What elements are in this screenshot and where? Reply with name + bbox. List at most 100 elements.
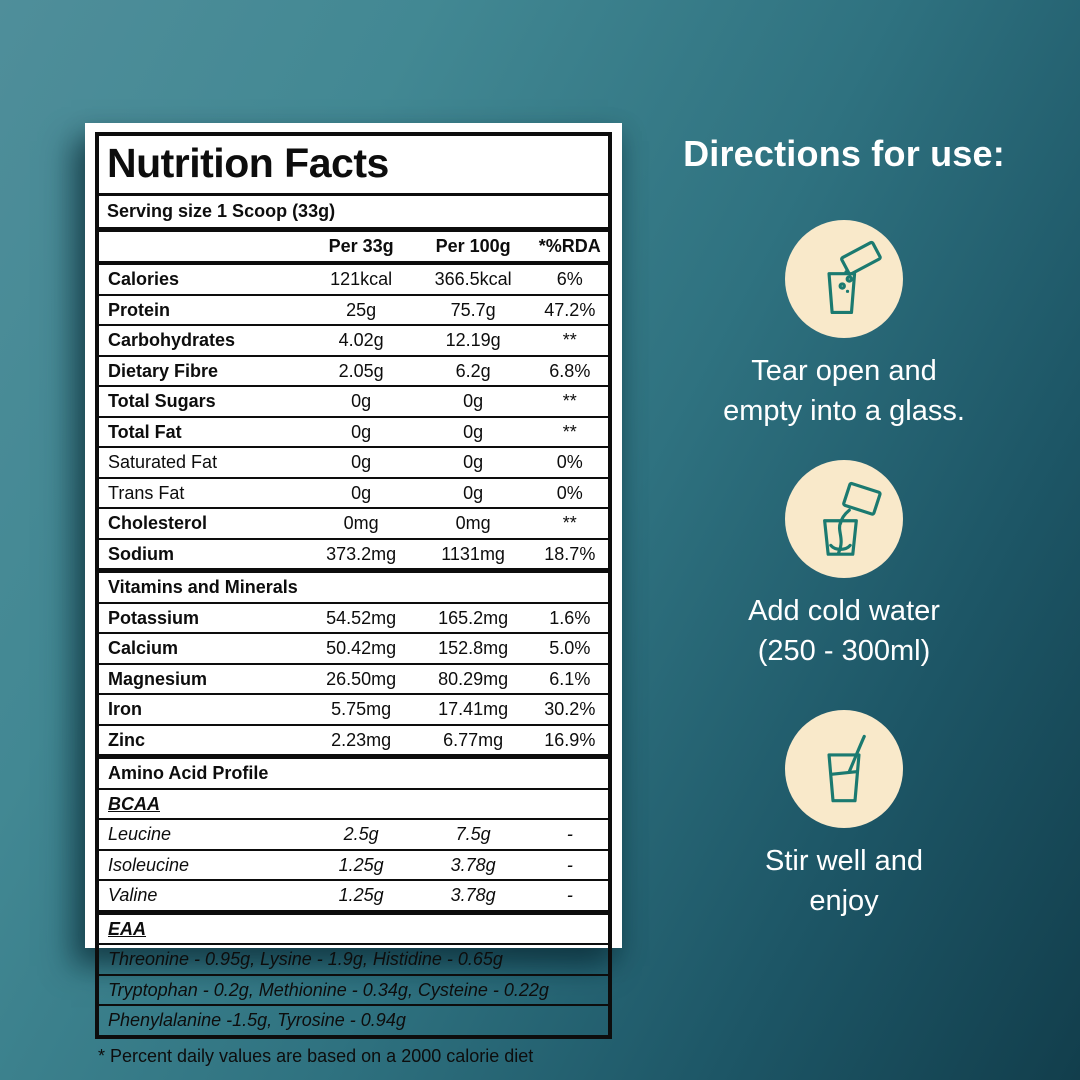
column-header-blank <box>99 232 308 263</box>
value-per-100g: 366.5kcal <box>434 269 512 290</box>
value-per-100g: 12.19g <box>445 330 501 351</box>
value-per-33g: 5.75mg <box>331 699 392 720</box>
value-per-33g: 0g <box>351 391 372 412</box>
column-header-per-33g: Per 33g <box>328 236 394 257</box>
nutrient-row: Calories 121kcal 366.5kcal 6% <box>99 263 608 295</box>
nutrient-name: Carbohydrates <box>108 330 236 351</box>
step-circle <box>785 710 903 828</box>
value-per-33g: 2.23mg <box>331 729 392 750</box>
section-label: Threonine - 0.95g, Lysine - 1.9g, Histid… <box>108 949 503 970</box>
step-caption: Stir well and enjoy <box>664 841 1024 921</box>
value-per-100g: 7.5g <box>455 824 491 845</box>
step-caption-line: Stir well and <box>765 845 923 877</box>
step-caption-line: Add cold water <box>748 595 940 627</box>
section-label: BCAA <box>108 793 160 814</box>
nutrient-name: Total Fat <box>108 421 182 442</box>
value-rda: 5.0% <box>549 638 591 659</box>
nutrient-name: Zinc <box>108 729 146 750</box>
step-caption-line: (250 - 300ml) <box>757 635 931 667</box>
value-per-100g: 80.29mg <box>438 668 509 689</box>
step-caption-line: enjoy <box>809 885 879 917</box>
span-row: Phenylalanine -1.5g, Tyrosine - 0.94g <box>99 1005 608 1035</box>
sachet-pour-icon <box>827 240 882 315</box>
nutrition-table: Per 33g Per 100g *%RDA Calories 121kcal 36… <box>99 232 608 1035</box>
value-per-33g: 4.02g <box>338 330 384 351</box>
value-rda: 47.2% <box>544 299 596 320</box>
subsection-row: BCAA <box>99 789 608 820</box>
nutrient-row: Isoleucine 1.25g 3.78g - <box>99 850 608 881</box>
nutrient-name: Iron <box>108 699 142 720</box>
daily-value-footnote: * Percent daily values are based on a 20… <box>98 1045 534 1066</box>
value-per-33g: 26.50mg <box>326 668 397 689</box>
value-rda: ** <box>562 421 577 442</box>
nutrient-row: Carbohydrates 4.02g 12.19g ** <box>99 325 608 356</box>
value-per-100g: 0g <box>463 452 484 473</box>
column-header-rda: *%RDA <box>538 236 601 257</box>
stir-glass-icon <box>827 734 866 803</box>
nutrient-row: Dietary Fibre 2.05g 6.2g 6.8% <box>99 356 608 387</box>
value-per-100g: 0g <box>463 482 484 503</box>
value-per-33g: 0g <box>351 452 372 473</box>
value-per-33g: 2.05g <box>338 360 384 381</box>
value-per-100g: 75.7g <box>450 299 496 320</box>
nutrient-name: Calories <box>108 269 180 290</box>
value-per-33g: 373.2mg <box>326 543 397 564</box>
span-row: Threonine - 0.95g, Lysine - 1.9g, Histid… <box>99 944 608 975</box>
direction-step-2: Add cold water (250 - 300ml) <box>664 460 1024 671</box>
value-per-33g: 1.25g <box>338 885 384 906</box>
subsection-row: EAA <box>99 912 608 945</box>
nutrient-row: Potassium 54.52mg 165.2mg 1.6% <box>99 603 608 634</box>
step-caption: Tear open and empty into a glass. <box>664 351 1024 431</box>
directions-panel: Directions for use: Tear open and empty … <box>664 133 1024 933</box>
section-label: EAA <box>108 918 147 939</box>
nutrient-name: Magnesium <box>108 668 208 689</box>
value-rda: - <box>566 854 573 875</box>
value-rda: 0% <box>556 482 583 503</box>
direction-step-3: Stir well and enjoy <box>664 710 1024 921</box>
span-row: Tryptophan - 0.2g, Methionine - 0.34g, C… <box>99 975 608 1006</box>
value-rda: - <box>566 824 573 845</box>
value-per-33g: 0g <box>351 482 372 503</box>
value-per-100g: 0mg <box>455 513 491 534</box>
value-per-33g: 2.5g <box>343 824 379 845</box>
nutrient-row: Sodium 373.2mg 1131mg 18.7% <box>99 539 608 571</box>
step-circle <box>785 220 903 338</box>
value-per-100g: 3.78g <box>450 885 496 906</box>
nutrient-row: Iron 5.75mg 17.41mg 30.2% <box>99 694 608 725</box>
nutrient-name: Cholesterol <box>108 513 208 534</box>
value-per-33g: 121kcal <box>330 269 393 290</box>
value-per-100g: 17.41mg <box>438 699 509 720</box>
value-rda: ** <box>562 330 577 351</box>
section-label: Vitamins and Minerals <box>108 577 298 598</box>
value-per-100g: 152.8mg <box>438 638 509 659</box>
nutrient-row: Total Fat 0g 0g ** <box>99 417 608 448</box>
step-caption: Add cold water (250 - 300ml) <box>664 591 1024 671</box>
nutrition-title: Nutrition Facts <box>99 136 608 197</box>
step-circle <box>785 460 903 578</box>
nutrient-row: Trans Fat 0g 0g 0% <box>99 478 608 509</box>
section-row: Amino Acid Profile <box>99 757 608 789</box>
nutrition-label-border: Nutrition Facts Serving size 1 Scoop (33… <box>95 132 612 1039</box>
value-per-33g: 25g <box>346 299 377 320</box>
value-per-100g: 165.2mg <box>438 607 509 628</box>
value-per-33g: 0g <box>351 421 372 442</box>
step-caption-line: Tear open and <box>751 355 937 387</box>
value-rda: - <box>566 885 573 906</box>
nutrient-name: Saturated Fat <box>108 452 218 473</box>
section-label: Phenylalanine -1.5g, Tyrosine - 0.94g <box>108 1010 406 1031</box>
nutrient-row: Total Sugars 0g 0g ** <box>99 386 608 417</box>
nutrient-name: Potassium <box>108 607 200 628</box>
value-rda: ** <box>562 391 577 412</box>
value-rda: 18.7% <box>544 543 596 564</box>
nutrition-table-body: Calories 121kcal 366.5kcal 6% Protein 25g 75.7… <box>99 263 608 1035</box>
value-rda: 6.1% <box>549 668 591 689</box>
nutrient-name: Valine <box>108 885 158 906</box>
section-label: Amino Acid Profile <box>108 763 269 784</box>
value-per-100g: 6.2g <box>455 360 491 381</box>
nutrient-row: Magnesium 26.50mg 80.29mg 6.1% <box>99 664 608 695</box>
serving-size: Serving size 1 Scoop (33g) <box>99 196 608 233</box>
value-rda: 6.8% <box>549 360 591 381</box>
value-rda: 0% <box>556 452 583 473</box>
value-per-33g: 54.52mg <box>326 607 397 628</box>
value-rda: 16.9% <box>544 729 596 750</box>
